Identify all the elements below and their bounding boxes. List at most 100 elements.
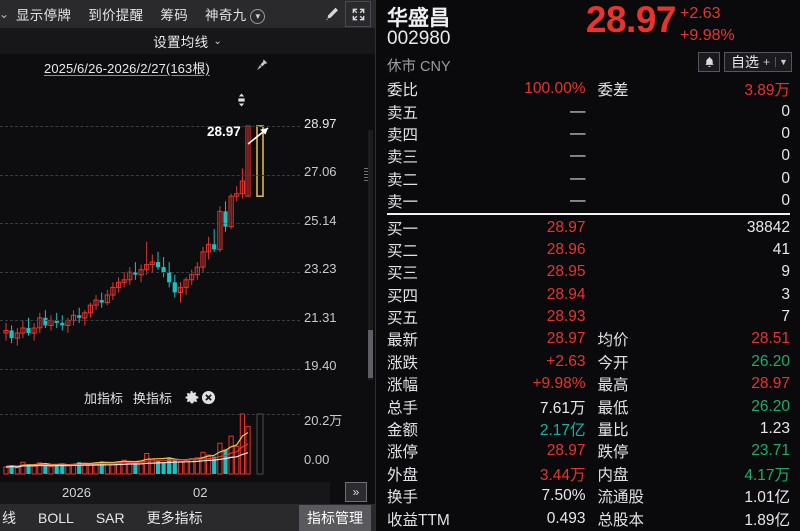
stat-value: 28.97: [473, 442, 594, 460]
stat-label-secondary: 跌停: [594, 440, 678, 462]
stat-label-secondary: 最低: [594, 396, 678, 418]
indicator-manage-button[interactable]: 指标管理: [299, 505, 371, 531]
price-change: +2.63: [680, 5, 790, 23]
gear-icon[interactable]: [184, 390, 199, 405]
expand-icon[interactable]: [345, 1, 371, 27]
table-row[interactable]: 买三 28.95 9: [375, 261, 800, 283]
buy-level-price: 28.96: [473, 241, 594, 259]
table-row[interactable]: 涨幅+9.98%最高28.97: [375, 373, 800, 395]
toolbar-item-chips[interactable]: 筹码: [160, 4, 188, 24]
stat-value-secondary: 1.89亿: [678, 508, 791, 530]
buy-level-label: 买一: [387, 217, 473, 239]
close-icon[interactable]: [201, 390, 216, 405]
brush-icon[interactable]: [319, 1, 345, 27]
chevron-down-icon[interactable]: ⌄: [213, 36, 221, 47]
bottom-item-line[interactable]: 线: [2, 508, 16, 528]
order-diff-value: 3.89万: [678, 78, 791, 100]
sell-level-price: —: [473, 170, 594, 188]
scroll-forward-button[interactable]: »: [345, 482, 367, 502]
table-row[interactable]: 买五 28.93 7: [375, 306, 800, 328]
price-chart-plot[interactable]: [0, 104, 300, 385]
table-row[interactable]: 卖三 — 0: [375, 145, 800, 167]
stat-value-secondary: 28.51: [678, 330, 791, 348]
bottom-item-more-indicators[interactable]: 更多指标: [147, 508, 203, 528]
stat-label: 最新: [387, 328, 473, 350]
sell-level-label: 卖一: [387, 190, 473, 212]
sell-level-qty: 0: [678, 125, 791, 143]
gridline: [0, 414, 300, 415]
table-row[interactable]: 外盘3.44万内盘4.17万: [375, 463, 800, 485]
pin-icon[interactable]: [255, 58, 269, 77]
stat-label: 涨停: [387, 440, 473, 462]
indicator-bottom-bar: 线 BOLL SAR 更多指标 指标管理: [0, 504, 375, 531]
chart-scrollbar-thumb[interactable]: [368, 330, 373, 378]
set-moving-average-row[interactable]: 设置均线 ⌄: [0, 28, 375, 54]
buy-level-price: 28.95: [473, 263, 594, 281]
trading-app: ⌄ 显示停牌 到价提醒 筹码 神奇九 ▼ 设置均线 ⌄: [0, 0, 800, 531]
sell-level-price: —: [473, 192, 594, 210]
bottom-item-boll[interactable]: BOLL: [38, 510, 74, 526]
chevron-down-icon[interactable]: ⌄: [0, 7, 14, 21]
chart-toolbar: ⌄ 显示停牌 到价提醒 筹码 神奇九 ▼: [0, 0, 375, 28]
stat-value: +9.98%: [473, 375, 594, 393]
table-row[interactable]: 收益TTM0.493总股本1.89亿: [375, 507, 800, 529]
stat-value-secondary: 4.17万: [678, 463, 791, 485]
bell-icon[interactable]: [698, 52, 720, 72]
sell-level-price: —: [473, 125, 594, 143]
table-row[interactable]: 涨停28.97跌停23.71: [375, 440, 800, 462]
stat-value: 2.17亿: [473, 418, 594, 440]
table-row[interactable]: 买四 28.94 3: [375, 284, 800, 306]
buy-level-price: 28.93: [473, 308, 594, 326]
buy-level-label: 买二: [387, 239, 473, 261]
order-diff-label: 委差: [594, 78, 678, 100]
table-row[interactable]: 买二 28.96 41: [375, 239, 800, 261]
volume-axis-tick: 0.00: [304, 452, 329, 467]
order-ratio-value: 100.00%: [473, 80, 594, 98]
table-row[interactable]: 总手7.61万最低26.20: [375, 395, 800, 417]
toolbar-item-price-alert[interactable]: 到价提醒: [88, 4, 143, 24]
table-row[interactable]: 卖四 — 0: [375, 123, 800, 145]
buy-level-label: 买五: [387, 306, 473, 328]
buy-level-qty: 3: [678, 286, 791, 304]
stat-label-secondary: 量比: [594, 418, 678, 440]
table-row[interactable]: 卖一 — 0: [375, 190, 800, 212]
x-axis-tick: 2026: [62, 485, 91, 500]
table-row[interactable]: 最新28.97均价28.51: [375, 328, 800, 350]
chevron-down-icon[interactable]: ▼: [775, 57, 791, 67]
chevron-down-circle-icon[interactable]: ▼: [250, 9, 265, 24]
add-to-favorites-button[interactable]: 自选 + ▼: [724, 52, 792, 72]
table-row[interactable]: 金额2.17亿量比1.23: [375, 418, 800, 440]
price-callout-label: 28.97: [207, 124, 241, 139]
quote-header: 华盛昌 002980 休市 CNY 28.97 +2.63 +9.98% 自选 …: [375, 0, 800, 78]
buy-level-qty: 38842: [678, 219, 791, 237]
toolbar-item-magic-nine[interactable]: 神奇九 ▼: [205, 4, 265, 24]
toolbar-item-magic-nine-label: 神奇九: [205, 8, 246, 23]
stat-label: 涨幅: [387, 373, 473, 395]
stat-label-secondary: 今开: [594, 351, 678, 373]
stat-value-secondary: 1.23: [678, 420, 791, 438]
stat-label-secondary: 总股本: [594, 508, 678, 530]
sell-level-qty: 0: [678, 192, 791, 210]
set-moving-average-label: 设置均线: [153, 31, 208, 51]
sell-level-qty: 0: [678, 103, 791, 121]
switch-indicator-button[interactable]: 换指标: [133, 388, 172, 407]
table-row[interactable]: 买一 28.97 38842: [375, 216, 800, 238]
table-row[interactable]: 换手7.50%流通股1.01亿: [375, 485, 800, 507]
table-row[interactable]: 涨跌+2.63今开26.20: [375, 351, 800, 373]
sell-level-label: 卖二: [387, 168, 473, 190]
table-row[interactable]: 卖五 — 0: [375, 100, 800, 122]
quote-pane: 华盛昌 002980 休市 CNY 28.97 +2.63 +9.98% 自选 …: [375, 0, 800, 531]
toolbar-item-show-halted[interactable]: 显示停牌: [16, 4, 71, 24]
add-indicator-button[interactable]: 加指标: [84, 388, 123, 407]
stat-value: 0.493: [473, 510, 594, 528]
plus-icon: +: [763, 55, 775, 69]
stat-label: 涨跌: [387, 351, 473, 373]
table-row[interactable]: 卖二 — 0: [375, 168, 800, 190]
bottom-item-sar[interactable]: SAR: [96, 510, 125, 526]
volume-chart-plot[interactable]: [0, 408, 300, 480]
chart-date-range[interactable]: 2025/6/26-2026/2/27(163根): [44, 58, 210, 77]
price-callout-arrow: [0, 104, 300, 385]
chart-x-axis: 2026 02: [0, 482, 330, 504]
indicator-toolbar: 加指标 换指标: [0, 386, 300, 408]
price-change-percent: +9.98%: [680, 27, 790, 45]
